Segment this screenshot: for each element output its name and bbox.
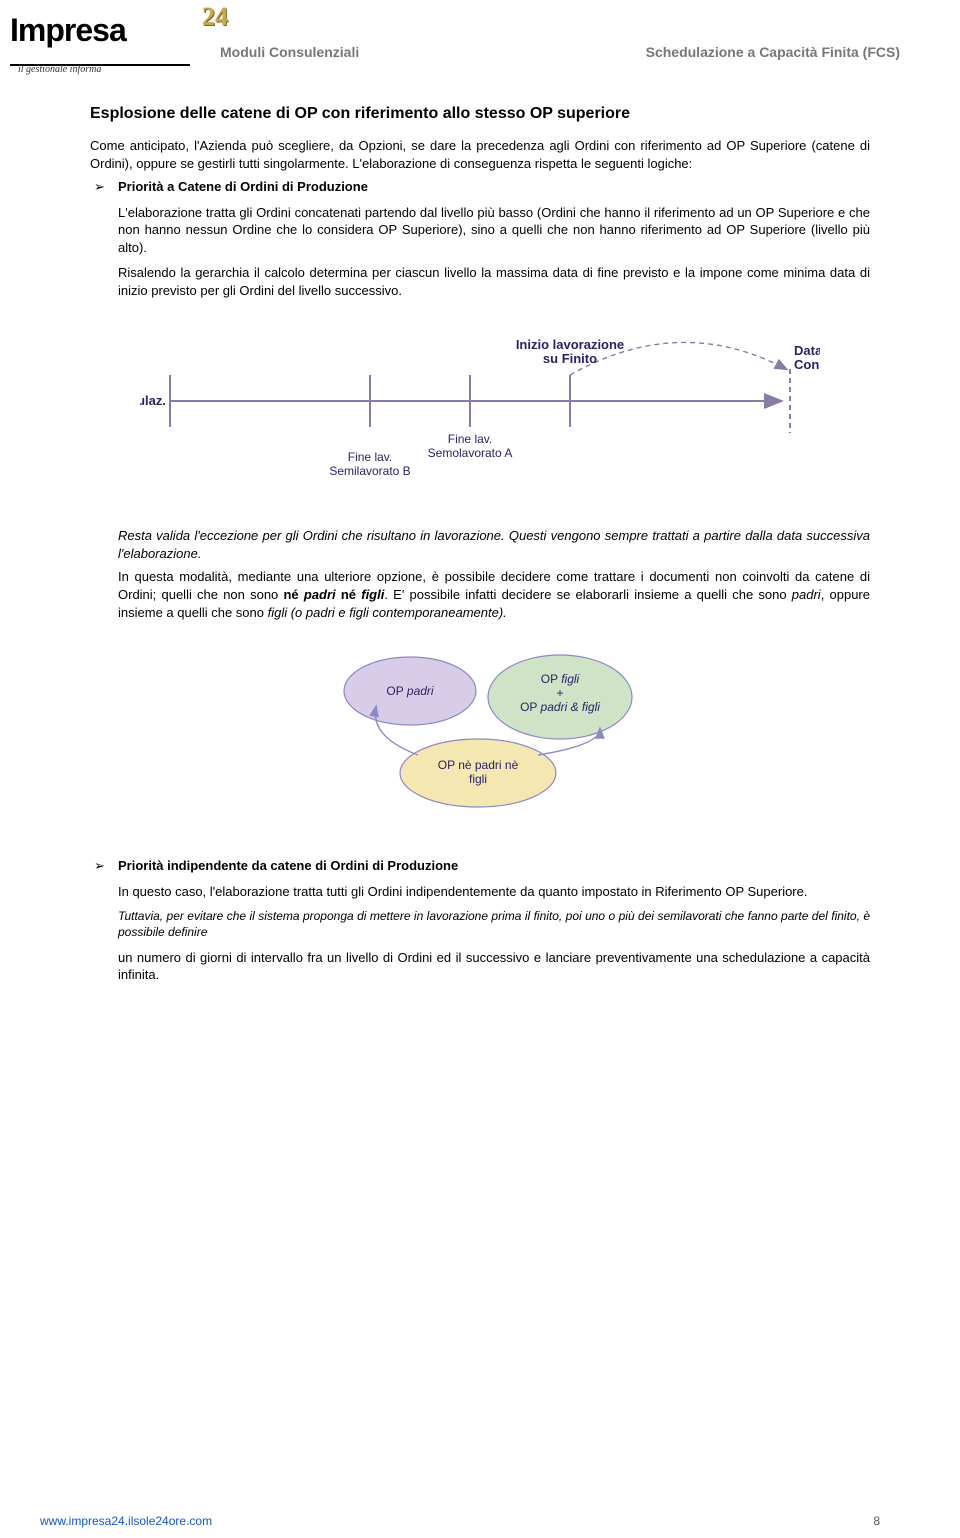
svg-text:OP padri & figli: OP padri & figli: [520, 700, 600, 714]
svg-text:OP nè padri nè: OP nè padri nè: [438, 758, 519, 772]
venn-figure: OP padri OP figli+OP padri & figli OP nè p…: [90, 637, 870, 827]
timeline-figure: Inizio schedulaz. Inizio lavorazionesu Fi…: [90, 315, 870, 505]
modality-paragraph: In questa modalità, mediante una ulterio…: [118, 568, 870, 621]
bullet1-para1: L'elaborazione tratta gli Ordini concate…: [118, 204, 870, 257]
page-header: Impresa 24 il gestionale informa Moduli …: [0, 0, 960, 75]
logo-24-badge: 24: [202, 2, 228, 32]
bullet2-para1: In questo caso, l'elaborazione tratta tu…: [118, 883, 870, 901]
logo-text: Impresa: [10, 12, 126, 48]
svg-text:OP padri: OP padri: [386, 684, 433, 698]
venn-diagram: OP padri OP figli+OP padri & figli OP nè p…: [300, 637, 660, 827]
bullet2-title: Priorità indipendente da catene di Ordin…: [118, 857, 870, 875]
page-footer: www.impresa24.ilsole24ore.com 8: [0, 1514, 960, 1528]
bullet1-title: Priorità a Catene di Ordini di Produzion…: [118, 178, 870, 196]
svg-text:figli: figli: [469, 772, 487, 786]
intro-paragraph: Come anticipato, l'Azienda può scegliere…: [90, 137, 870, 172]
bullet2-para3: un numero di giorni di intervallo fra un…: [118, 949, 870, 984]
svg-text:Inizio schedulaz.: Inizio schedulaz.: [140, 393, 166, 408]
svg-text:+: +: [556, 686, 563, 700]
bullet2-para2: Tuttavia, per evitare che il sistema pro…: [118, 908, 870, 940]
bullet-priority-independent: Priorità indipendente da catene di Ordin…: [90, 857, 870, 984]
svg-text:Fine lav.Semolavorato A: Fine lav.Semolavorato A: [428, 432, 513, 460]
svg-text:Fine lav.Semilavorato B: Fine lav.Semilavorato B: [329, 450, 410, 478]
logo-tagline: il gestionale informa: [18, 64, 220, 75]
timeline-diagram: Inizio schedulaz. Inizio lavorazionesu Fi…: [140, 315, 820, 505]
svg-text:OP figli: OP figli: [541, 672, 580, 686]
svg-text:Inizio lavorazionesu Finito: Inizio lavorazionesu Finito: [516, 337, 624, 366]
exception-paragraph: Resta valida l'eccezione per gli Ordini …: [118, 527, 870, 562]
header-right-title: Schedulazione a Capacità Finita (FCS): [646, 44, 900, 60]
header-left-title: Moduli Consulenziali: [220, 44, 359, 60]
footer-url[interactable]: www.impresa24.ilsole24ore.com: [40, 1514, 212, 1528]
bullet1-para2: Risalendo la gerarchia il calcolo determ…: [118, 264, 870, 299]
svg-text:DataConsegna: DataConsegna: [794, 343, 820, 372]
bullet-priority-chains: Priorità a Catene di Ordini di Produzion…: [90, 178, 870, 299]
page-number: 8: [873, 1514, 880, 1528]
logo: Impresa 24 il gestionale informa: [10, 10, 220, 75]
section-title: Esplosione delle catene di OP con riferi…: [90, 105, 870, 123]
